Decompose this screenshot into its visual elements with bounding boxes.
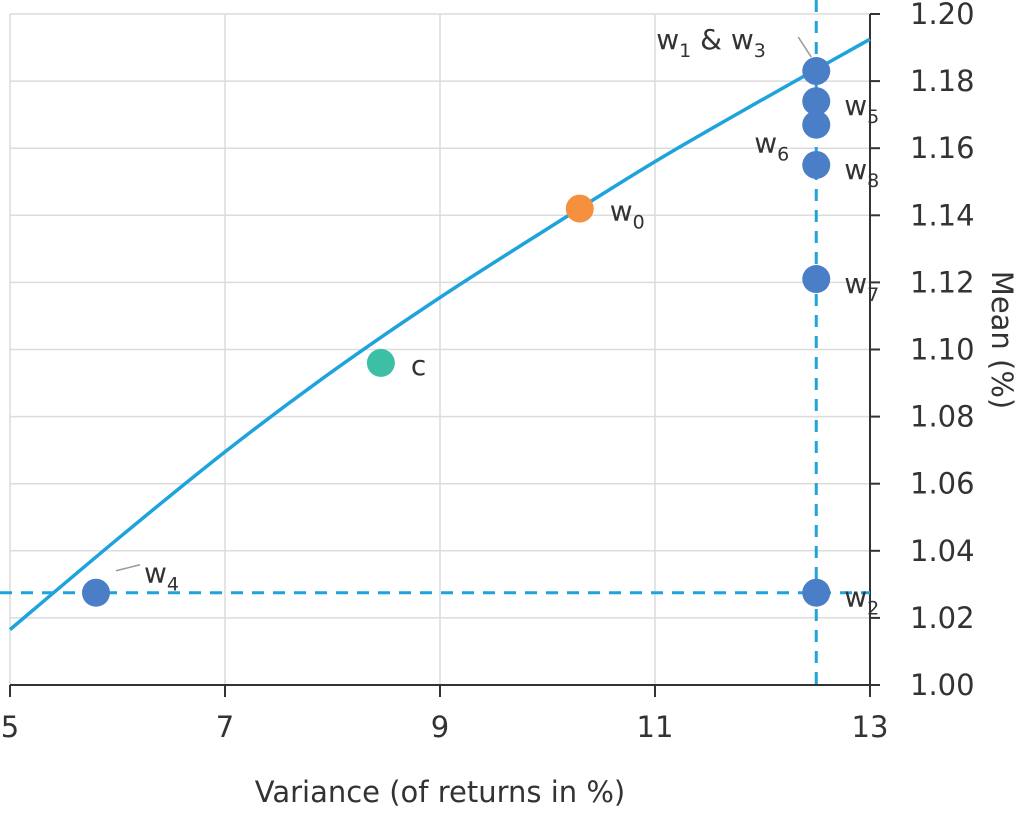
y-tick-label-5: 1.10 (910, 333, 975, 367)
frontier-curve-group (8, 37, 871, 631)
point-label-w1w3: w1 & w3 (656, 23, 766, 62)
point-w6 (802, 110, 831, 139)
x-tick-label-1: 7 (216, 710, 234, 744)
x-tick-label-0: 5 (1, 710, 19, 744)
point-c (366, 348, 395, 377)
point-label-w7: w7 (844, 267, 879, 306)
point-w2 (802, 578, 831, 607)
data-points (82, 57, 831, 607)
y-axis-label: Mean (%) (985, 271, 1019, 409)
point-w5 (802, 87, 831, 116)
point-label-w4: w4 (144, 557, 179, 596)
x-axis-label: Variance (of returns in %) (255, 775, 626, 809)
y-tick-label-6: 1.12 (910, 265, 975, 299)
point-label-w5: w5 (844, 89, 879, 128)
reference-lines (0, 0, 870, 685)
x-tick-label-2: 9 (431, 710, 449, 744)
point-w7 (802, 265, 831, 294)
y-tick-label-4: 1.08 (910, 400, 975, 434)
y-tick-label-8: 1.16 (910, 131, 975, 165)
axes (9, 13, 880, 697)
point-label-w2: w2 (844, 581, 879, 620)
point-w8 (802, 150, 831, 179)
point-label-w6: w6 (754, 127, 789, 166)
tick-labels: 1.00 1.02 1.04 1.06 1.08 1.10 1.12 1.14 1.16 1.18… (1, 0, 975, 744)
point-label-w0: w0 (610, 195, 645, 234)
point-label-w8: w8 (844, 153, 879, 192)
x-tick-label-4: 13 (852, 710, 889, 744)
point-label-c: c (411, 349, 426, 382)
y-tick-label-7: 1.14 (910, 198, 975, 232)
frontier-curve (8, 37, 871, 631)
x-tick-label-3: 11 (637, 710, 674, 744)
leader-line-w4 (115, 564, 141, 572)
y-tick-label-9: 1.18 (910, 64, 975, 98)
point-w1w3 (802, 57, 831, 86)
y-tick-label-3: 1.06 (910, 467, 975, 501)
y-tick-label-1: 1.02 (910, 601, 975, 635)
point-w0 (565, 194, 594, 223)
leader-line-w1w3 (797, 36, 812, 58)
point-w4 (82, 578, 110, 607)
y-tick-label-2: 1.04 (910, 534, 975, 568)
y-tick-label-0: 1.00 (910, 668, 975, 702)
point-labels: w1 & w3 w5 w6 w8 w0 w7 c w4 w2 (115, 23, 879, 620)
grid-lines (9, 13, 871, 686)
y-tick-label-10: 1.20 (910, 0, 975, 31)
